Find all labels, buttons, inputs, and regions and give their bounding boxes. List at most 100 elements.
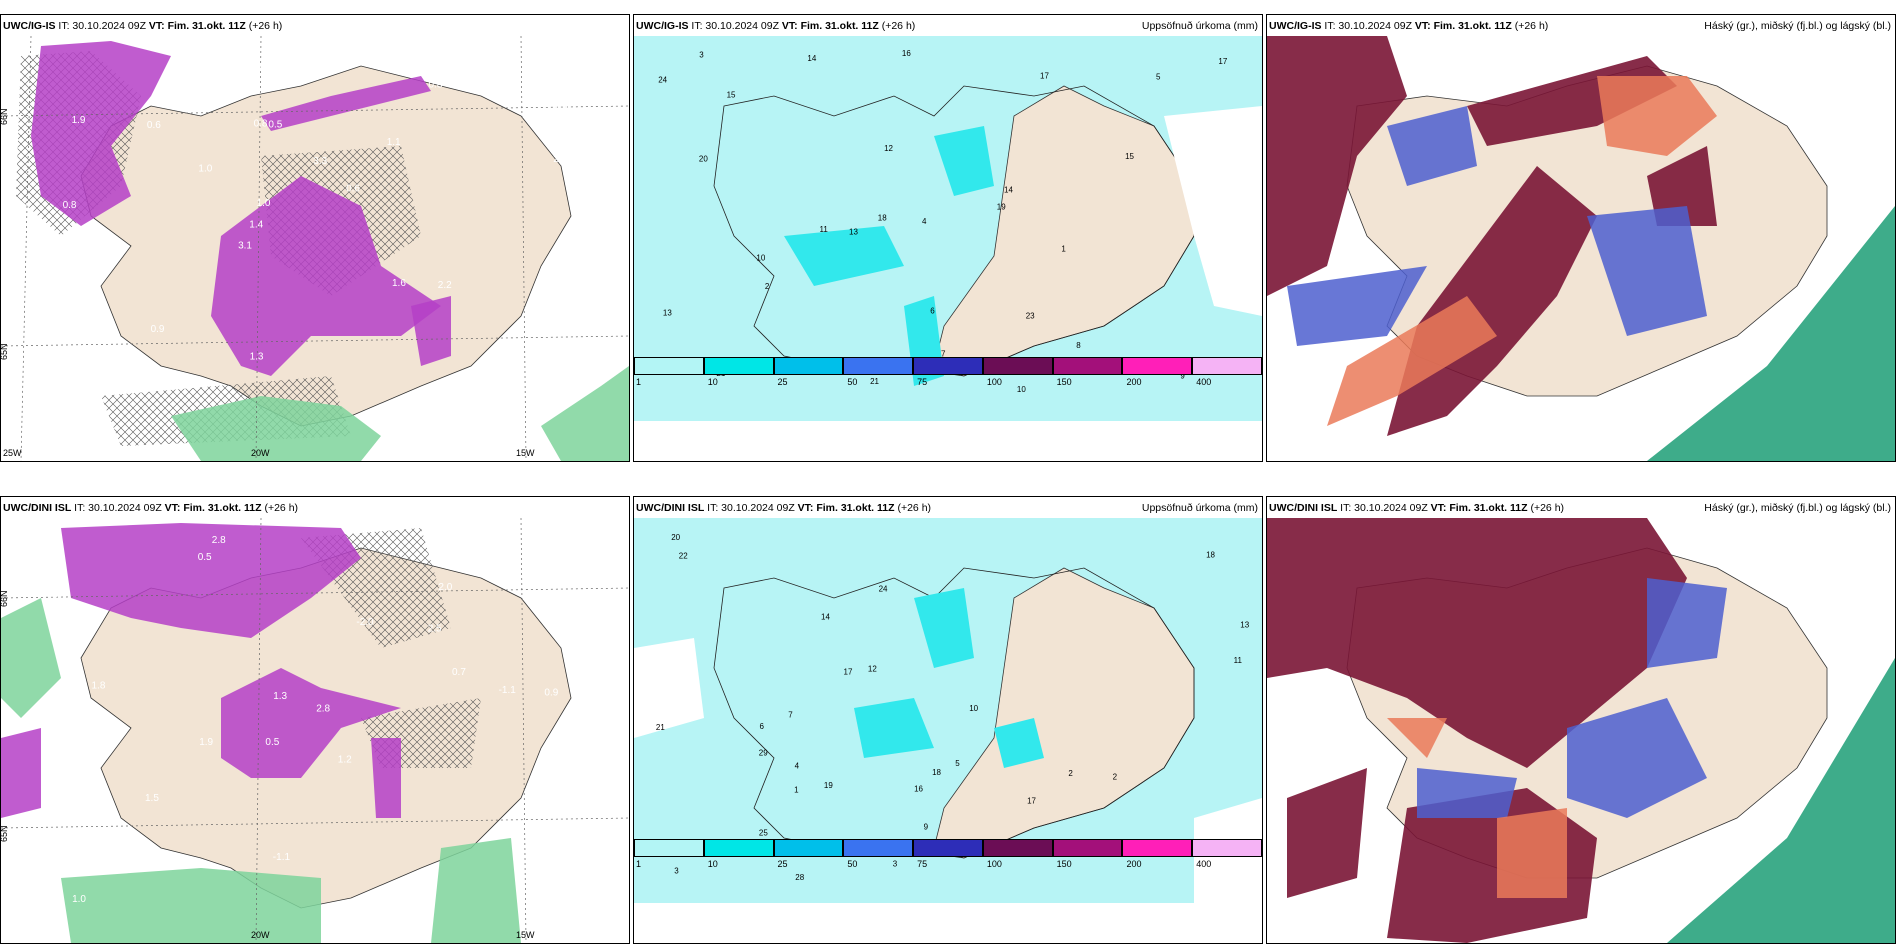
precip-value-label: 12 <box>884 144 893 153</box>
lat-label: 66N <box>1 108 9 125</box>
pressure-value-label: 1.5 <box>554 102 568 113</box>
lon-label: 15W <box>516 448 535 458</box>
lat-label: 65N <box>1 825 9 842</box>
pressure-values: 0.40.81.53.11.11.20.83.30.71.02.52.30.50… <box>38 64 622 420</box>
legend-label: 50 <box>847 377 858 387</box>
no-precip-area <box>1164 106 1262 316</box>
pressure-value-label: 0.9 <box>256 64 270 75</box>
lead-time: (+26 h) <box>248 20 283 32</box>
init-time: IT: 30.10.2024 09Z <box>691 20 779 32</box>
precip-mid-area <box>934 126 994 196</box>
precip-value-label: 19 <box>824 781 833 790</box>
precip-legend: 1 10 25 50 75 100 150 200 400 <box>634 839 1262 869</box>
precip-value-label: 29 <box>759 748 768 757</box>
legend-label: 10 <box>707 859 718 869</box>
precip-value-label: 21 <box>656 723 665 732</box>
pressure-value-label: 1.8 <box>92 680 106 691</box>
precip-value-label: 10 <box>969 704 978 713</box>
green-precip-area <box>541 366 629 461</box>
precip-value-label: 24 <box>658 76 667 85</box>
lon-label: 20W <box>251 448 270 458</box>
init-time: IT: 30.10.2024 09Z <box>74 502 162 514</box>
precip-value-label: 3 <box>699 50 704 59</box>
precip-value-label: 3 <box>674 867 679 876</box>
precip-legend: 1 10 25 50 75 100 150 200 400 <box>634 357 1262 387</box>
pressure-value-label: 1.3 <box>273 691 287 702</box>
init-time: IT: 30.10.2024 09Z <box>707 502 795 514</box>
magenta-precip-area <box>61 523 361 638</box>
green-precip-area <box>61 868 321 943</box>
pressure-value-label: 3.3 <box>313 156 327 167</box>
precip-mid-area <box>854 698 934 758</box>
legend-swatch <box>773 357 844 375</box>
magenta-precip-area <box>371 738 401 818</box>
mid-cloud-area <box>1417 768 1517 818</box>
pressure-value-label: 0.7 <box>31 811 45 822</box>
precip-value-label: 3 <box>893 859 898 868</box>
pressure-value-label: 2.1 <box>553 154 567 165</box>
precip-values: 2220211813172419321102829181716251412119… <box>656 533 1250 882</box>
panel-header: UWC/IG-IS IT: 30.10.2024 09Z VT: Fim. 31… <box>1269 16 1893 36</box>
panel-header: UWC/DINI ISL IT: 30.10.2024 09Z VT: Fim.… <box>636 498 1260 518</box>
pressure-value-label: 0.6 <box>346 183 360 194</box>
legend-swatch <box>913 357 983 375</box>
legend-label: 400 <box>1196 859 1212 869</box>
legend-label: 100 <box>986 859 1002 869</box>
legend-label: 25 <box>777 859 788 869</box>
legend-label: 1 <box>636 859 642 869</box>
valid-time: VT: Fim. 31.okt. 11Z <box>1430 502 1528 514</box>
legend-swatch <box>1052 357 1123 375</box>
precip-value-label: 2 <box>1113 772 1118 781</box>
precip-value-label: 13 <box>663 308 672 317</box>
pressure-value-label: 0.8 <box>254 118 268 129</box>
legend-swatch <box>1122 357 1193 375</box>
lat-label: 66N <box>1 590 9 607</box>
precip-map: 2220211813172419321102829181716251412119… <box>634 518 1262 903</box>
legend-swatch <box>634 357 704 375</box>
legend-label: 150 <box>1056 377 1072 387</box>
precip-value-label: 13 <box>1240 620 1249 629</box>
pressure-value-label: 0.4 <box>544 402 558 413</box>
precip-value-label: 15 <box>1125 152 1134 161</box>
panel-header: UWC/IG-IS IT: 30.10.2024 09Z VT: Fim. 31… <box>636 16 1260 36</box>
pressure-value-label: 0.5 <box>268 120 282 131</box>
lead-time: (+26 h) <box>264 502 299 514</box>
legend-label: 75 <box>917 859 928 869</box>
cloud-panel-1: UWC/IG-IS IT: 30.10.2024 09Z VT: Fim. 31… <box>1266 14 1896 462</box>
lon-label: 20W <box>251 930 270 940</box>
precip-panel-2: UWC/DINI ISL IT: 30.10.2024 09Z VT: Fim.… <box>633 496 1263 944</box>
valid-time: VT: Fim. 31.okt. 11Z <box>797 502 895 514</box>
precip-value-label: 17 <box>1027 796 1036 805</box>
mid-cloud-area <box>1287 266 1427 346</box>
precip-title: Uppsöfnuð úrkoma (mm) <box>1141 502 1258 514</box>
precip-value-label: 2 <box>765 282 770 291</box>
pressure-value-label: -2.0 <box>356 617 374 628</box>
legend-label: 10 <box>707 377 718 387</box>
low-cloud-area <box>1597 76 1717 156</box>
legend-swatch <box>1122 839 1193 857</box>
pressure-value-label: 1.0 <box>198 164 212 175</box>
mid-cloud-area <box>1387 106 1477 186</box>
pressure-value-label: -1.9 <box>360 911 378 922</box>
panel-header: UWC/DINI ISL IT: 30.10.2024 09Z VT: Fim.… <box>3 498 627 518</box>
legend-swatch <box>982 839 1053 857</box>
precip-panel-1: UWC/IG-IS IT: 30.10.2024 09Z VT: Fim. 31… <box>633 14 1263 462</box>
pressure-value-label: 1.3 <box>483 541 497 552</box>
legend-swatch <box>773 839 844 857</box>
precip-value-label: 4 <box>922 217 927 226</box>
pressure-value-label: 0.7 <box>82 326 96 337</box>
precip-value-label: 9 <box>924 822 929 831</box>
precip-value-label: 15 <box>727 91 736 100</box>
pressure-map: 0.40.81.53.11.11.20.83.30.71.02.52.30.50… <box>1 36 629 461</box>
legend-label: 200 <box>1126 377 1142 387</box>
precip-value-label: 1 <box>1061 245 1066 254</box>
precip-value-label: 18 <box>932 768 941 777</box>
precip-value-label: 5 <box>955 759 960 768</box>
legend-label: 200 <box>1126 859 1142 869</box>
precip-value-label: 20 <box>671 533 680 542</box>
valid-time: VT: Fim. 31.okt. 11Z <box>781 20 879 32</box>
lon-label: 15W <box>516 930 535 940</box>
precip-value-label: 18 <box>878 213 887 222</box>
panel-header: UWC/IG-IS IT: 30.10.2024 09Z VT: Fim. 31… <box>3 16 627 36</box>
magenta-precip-area <box>221 668 401 778</box>
